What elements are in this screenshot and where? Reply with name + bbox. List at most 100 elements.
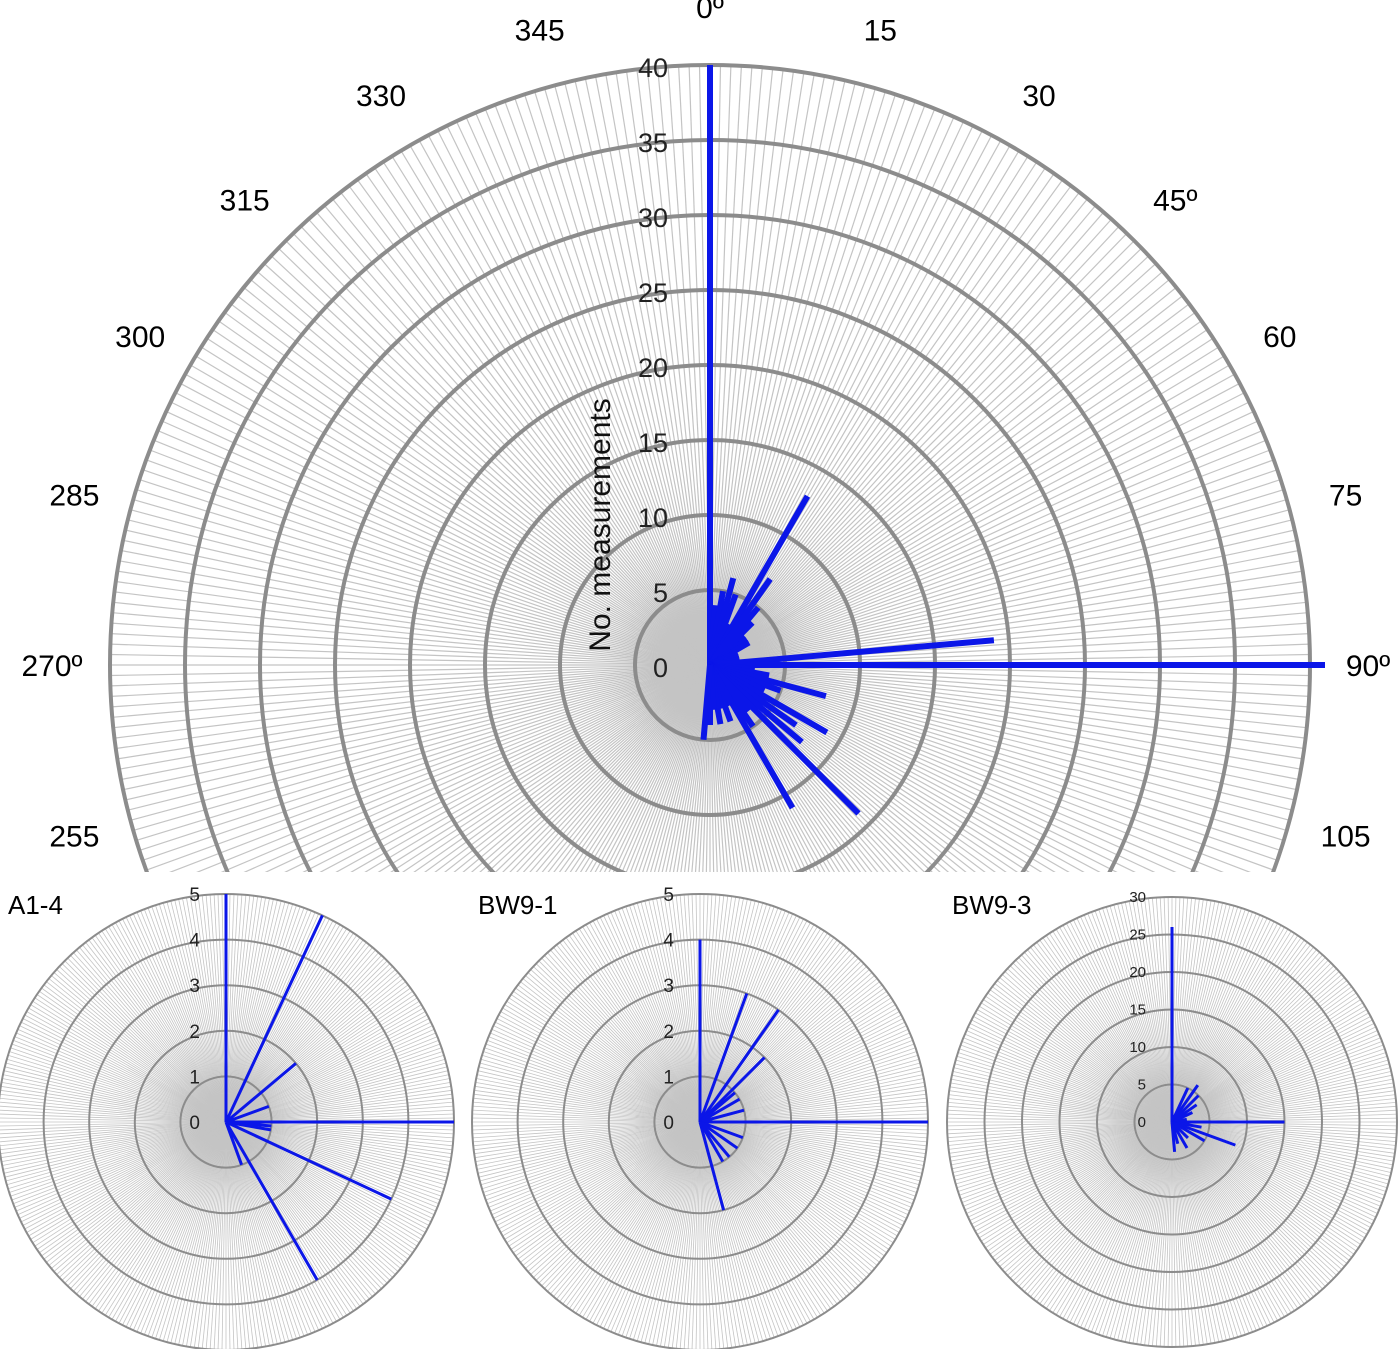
radial-grid-line — [699, 918, 804, 1123]
radial-grid-line — [660, 897, 701, 1123]
radial-grid-line — [530, 969, 701, 1123]
radial-grid-line — [147, 907, 227, 1123]
radial-grid-line — [559, 1121, 701, 1302]
radial-grid-line — [73, 952, 227, 1123]
radial-grid-line — [38, 990, 227, 1123]
radial-grid-line — [225, 1097, 453, 1123]
radial-grid-line — [603, 915, 701, 1123]
radial-grid-line — [225, 963, 391, 1123]
radial-grid-line — [680, 664, 711, 872]
radial-grid-line — [225, 1121, 294, 1341]
radial-grid-line — [679, 1121, 701, 1349]
radial-grid-line — [650, 664, 711, 872]
radial-grid-line — [174, 899, 227, 1123]
data-bar — [224, 914, 324, 1123]
radial-grid-line — [648, 1121, 701, 1345]
radial-grid-line — [699, 1121, 828, 1312]
radial-grid-line — [699, 1121, 779, 1337]
radial-grid-line — [648, 899, 701, 1123]
radial-tick-label: 10 — [1129, 1039, 1146, 1056]
direction-label: 315 — [220, 185, 270, 218]
radial-grid-line — [585, 924, 701, 1123]
radial-grid-line — [472, 1109, 701, 1123]
radial-grid-line — [592, 1121, 701, 1324]
radial-grid-line — [522, 978, 701, 1123]
radial-grid-line — [225, 1121, 420, 1244]
radial-grid-line — [699, 1121, 919, 1190]
radial-grid-line — [94, 934, 227, 1123]
radial-grid-line — [477, 1121, 701, 1174]
radial-grid-line — [644, 1121, 701, 1344]
radial-grid-line — [699, 1074, 924, 1123]
radial-grid-line — [699, 952, 853, 1123]
radial-grid-line — [632, 903, 701, 1123]
radial-grid-line — [699, 1121, 924, 1170]
radial-grid-line — [494, 1021, 701, 1123]
radial-tick-label: 15 — [1129, 1002, 1146, 1019]
radial-grid-line — [699, 1121, 797, 1329]
radial-grid-line — [472, 1105, 701, 1123]
radial-grid-line — [225, 1007, 424, 1123]
radial-grid-line — [51, 975, 227, 1123]
radial-grid-line — [3, 1121, 227, 1174]
radial-grid-line — [46, 1121, 227, 1263]
radial-grid-line — [675, 895, 701, 1123]
radial-tick-label: 5 — [1138, 1077, 1146, 1094]
radial-grid-line — [225, 1000, 420, 1123]
radial-grid-line — [186, 1121, 227, 1347]
direction-label: 345 — [515, 14, 565, 47]
radial-grid-line — [166, 901, 227, 1123]
radial-grid-line — [483, 1121, 701, 1193]
radial-grid-line — [225, 898, 270, 1123]
radial-grid-line — [70, 1121, 227, 1289]
radial-grid-line — [0, 1121, 227, 1135]
radial-grid-line — [699, 894, 717, 1123]
radial-grid-line — [550, 949, 701, 1123]
radial-grid-line — [709, 664, 867, 872]
radial-grid-line — [209, 1121, 227, 1349]
radial-grid-line — [15, 1032, 227, 1123]
radial-grid-line — [603, 664, 711, 872]
radial-grid-line — [699, 1121, 922, 1178]
radial-grid-line — [1, 1082, 227, 1123]
radial-grid-line — [76, 949, 227, 1123]
direction-label: 105 — [1321, 820, 1371, 853]
radial-grid-line — [225, 900, 282, 1123]
radial-grid-line — [699, 1039, 914, 1123]
radial-grid-line — [213, 1121, 227, 1349]
radial-grid-line — [699, 1121, 928, 1139]
radial-grid-line — [209, 894, 227, 1123]
radial-grid-line — [1, 1121, 227, 1162]
radial-grid-line — [541, 1121, 701, 1287]
radial-grid-line — [14, 1121, 227, 1208]
radial-grid-line — [474, 1121, 701, 1155]
radial-grid-line — [12, 1039, 227, 1123]
radial-grid-line — [28, 1121, 227, 1237]
radial-grid-line — [0, 1113, 227, 1123]
radial-grid-line — [699, 1121, 832, 1310]
radial-grid-line — [193, 896, 227, 1123]
radial-grid-line — [473, 1093, 701, 1123]
radial-grid-line — [140, 910, 227, 1123]
radial-grid-line — [17, 1028, 227, 1123]
radial-grid-line — [225, 1105, 454, 1123]
radial-grid-line — [709, 664, 737, 872]
radial-grid-line — [709, 664, 744, 872]
radial-grid-line — [515, 1121, 701, 1257]
radial-grid-line — [493, 1025, 701, 1123]
radial-grid-line — [225, 899, 278, 1123]
radial-grid-line — [225, 926, 344, 1123]
radial-grid-line — [579, 664, 711, 872]
radial-grid-line — [225, 1070, 449, 1123]
radial-grid-line — [699, 1121, 875, 1269]
radial-grid-line — [699, 1121, 900, 1233]
radial-grid-line — [709, 664, 873, 872]
radial-grid-line — [699, 1021, 906, 1123]
radial-grid-line — [572, 932, 701, 1123]
radial-grid-line — [178, 898, 227, 1123]
radial-grid-line — [2, 1121, 227, 1166]
direction-label: 270º — [21, 650, 82, 683]
radial-grid-line — [474, 1089, 701, 1123]
radial-grid-line — [88, 939, 227, 1123]
